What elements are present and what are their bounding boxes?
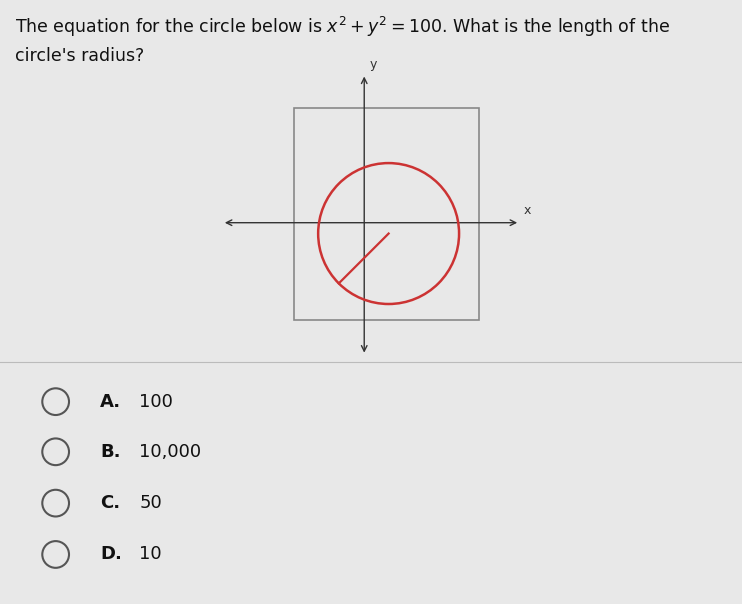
Bar: [294, 108, 479, 320]
Text: D.: D.: [100, 545, 122, 564]
Text: x: x: [524, 204, 531, 217]
Text: 50: 50: [139, 494, 162, 512]
Text: C.: C.: [100, 494, 120, 512]
Text: B.: B.: [100, 443, 121, 461]
Text: 100: 100: [139, 393, 174, 411]
Text: The equation for the circle below is $x^{2}+y^{2}=100$. What is the length of th: The equation for the circle below is $x^…: [15, 15, 670, 39]
Text: circle's radius?: circle's radius?: [15, 47, 144, 65]
Text: y: y: [370, 58, 377, 71]
Text: 10,000: 10,000: [139, 443, 202, 461]
Text: A.: A.: [100, 393, 121, 411]
Text: 10: 10: [139, 545, 162, 564]
